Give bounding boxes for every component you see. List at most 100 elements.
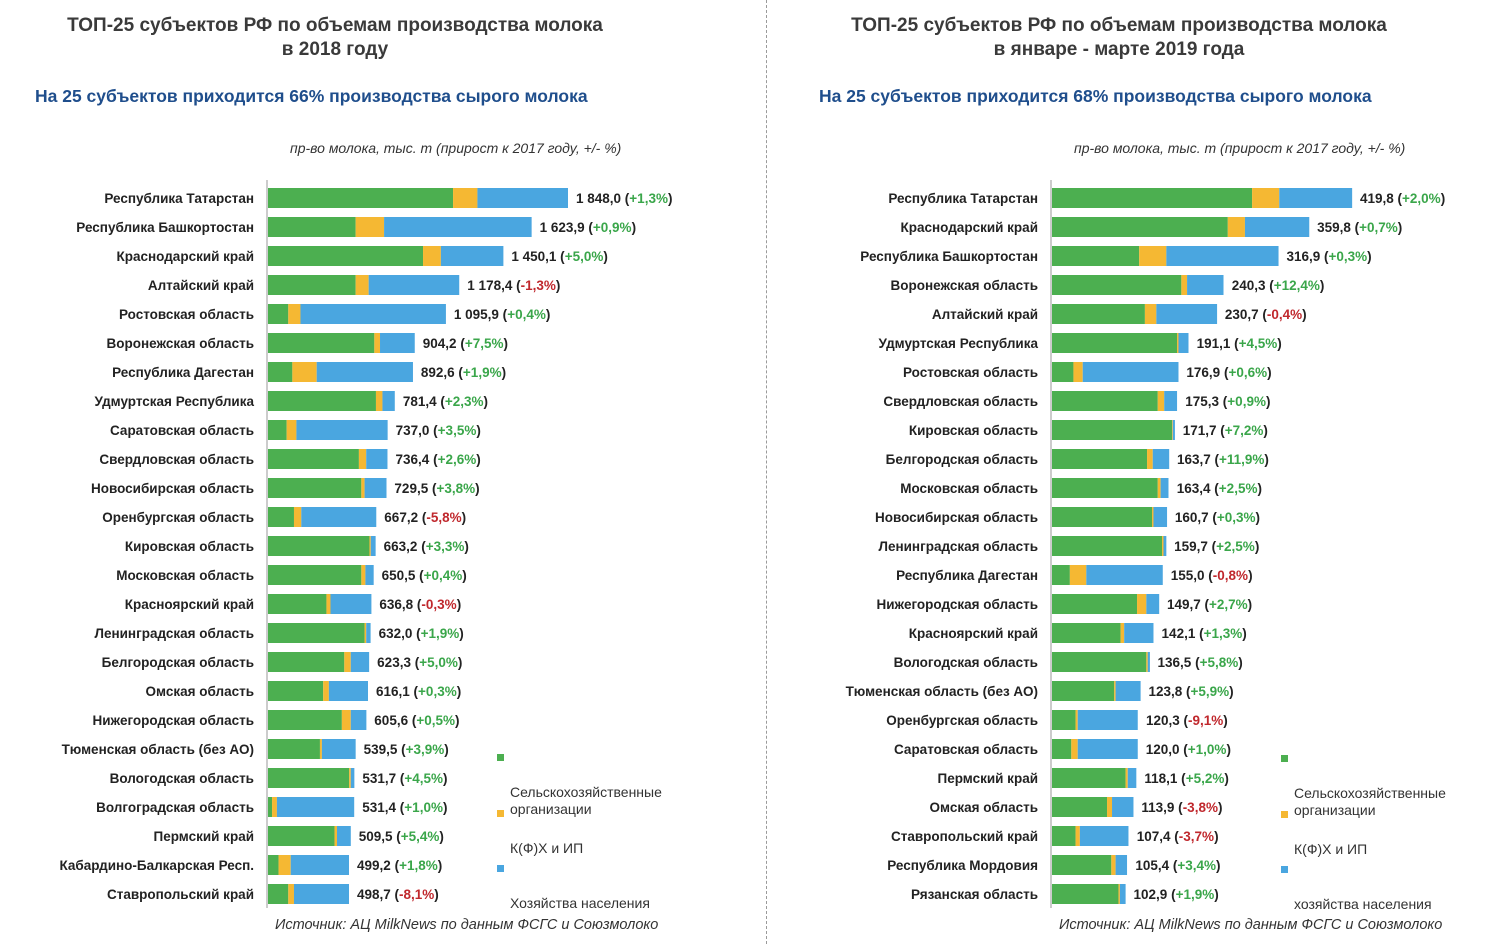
bar-segment-farm <box>1069 565 1087 585</box>
bar-row: Краснодарский край 1 450,1 (+5,0%) <box>117 246 608 266</box>
chart-title: ТОП-25 субъектов РФ по объемам производс… <box>67 15 603 60</box>
bar-segment-farm <box>1125 768 1128 788</box>
value-label: 636,8 (-0,3%) <box>379 597 461 612</box>
bar-row: Удмуртская Республика 781,4 (+2,3%) <box>95 391 488 411</box>
chart-subtitle: На 25 субъектов приходится 68% производс… <box>819 86 1372 106</box>
region-label: Свердловская область <box>883 394 1038 409</box>
bar-row: Саратовская область 120,0 (+1,0%) <box>894 739 1231 759</box>
value-label: 650,5 (+0,4%) <box>382 568 467 583</box>
region-label: Оренбургская область <box>102 510 254 525</box>
legend-label-house: Хозяйства населения <box>510 895 650 911</box>
region-label: Омская область <box>146 684 254 699</box>
bar-row: Ростовская область 176,9 (+0,6%) <box>903 362 1272 382</box>
bar-segment-farm <box>1157 478 1161 498</box>
bar-row: Омская область 113,9 (-3,8%) <box>930 797 1222 817</box>
region-label: Тюменская область (без АО) <box>846 684 1038 699</box>
region-label: Новосибирская область <box>875 510 1038 525</box>
bar-row: Рязанская область 102,9 (+1,9%) <box>911 884 1219 904</box>
bar-row: Красноярский край 142,1 (+1,3%) <box>909 623 1247 643</box>
value-label: 499,2 (+1,8%) <box>357 858 442 873</box>
bar-segment-house <box>328 681 368 701</box>
bar-segment-house <box>293 884 350 904</box>
bar-segment-agri <box>1052 188 1253 208</box>
bar-segment-farm <box>1147 449 1153 469</box>
region-label: Пермский край <box>937 771 1038 786</box>
region-label: Новосибирская область <box>91 481 254 496</box>
source-note: Источник: АЦ MilkNews по данным ФСГС и С… <box>275 917 659 933</box>
chart-title: ТОП-25 субъектов РФ по объемам производс… <box>851 15 1387 60</box>
legend-swatch-agri <box>1281 755 1288 762</box>
bar-segment-house <box>336 826 351 846</box>
value-label: 1 095,9 (+0,4%) <box>454 307 550 322</box>
region-label: Кировская область <box>125 539 254 554</box>
bar-segment-agri <box>268 652 345 672</box>
bar-segment-house <box>1279 188 1353 208</box>
bar-row: Ставропольский край 498,7 (-8,1%) <box>107 884 439 904</box>
bar-segment-house <box>350 652 370 672</box>
bar-row: Республика Татарстан 419,8 (+2,0%) <box>888 188 1445 208</box>
value-label: 623,3 (+5,0%) <box>377 655 462 670</box>
legend-label-agri: Сельскохозяйственные организации <box>510 784 662 817</box>
bar-segment-agri <box>268 565 362 585</box>
bar-segment-farm <box>423 246 441 266</box>
bar-row: Московская область 163,4 (+2,5%) <box>900 478 1262 498</box>
bar-segment-agri <box>1052 333 1178 353</box>
bar-row: Воронежская область 240,3 (+12,4%) <box>890 275 1324 295</box>
value-label: 123,8 (+5,9%) <box>1148 684 1233 699</box>
bar-row: Волгоградская область 531,4 (+1,0%) <box>96 797 447 817</box>
bar-segment-farm <box>1075 826 1080 846</box>
value-label: 102,9 (+1,9%) <box>1134 887 1219 902</box>
region-label: Омская область <box>930 800 1038 815</box>
value-label: 120,3 (-9,1%) <box>1146 713 1228 728</box>
bar-segment-agri <box>1052 420 1173 440</box>
bar-segment-house <box>1166 246 1279 266</box>
bar-segment-agri <box>268 391 376 411</box>
bar-segment-farm <box>1252 188 1280 208</box>
region-label: Краснодарский край <box>901 220 1038 235</box>
value-label: 142,1 (+1,3%) <box>1162 626 1247 641</box>
region-label: Белгородская область <box>102 655 254 670</box>
region-label: Алтайский край <box>932 307 1038 322</box>
region-label: Белгородская область <box>886 452 1038 467</box>
bar-segment-agri <box>268 362 293 382</box>
bar-segment-farm <box>375 391 383 411</box>
bar-row: Ленинградская область 159,7 (+2,5%) <box>878 536 1259 556</box>
bar-segment-house <box>368 275 460 295</box>
bar-segment-farm <box>1139 246 1167 266</box>
bar-row: Тюменская область (без АО) 123,8 (+5,9%) <box>846 681 1234 701</box>
bar-segment-farm <box>349 768 351 788</box>
bar-segment-house <box>366 623 371 643</box>
value-label: 118,1 (+5,2%) <box>1144 771 1228 786</box>
bar-row: Кировская область 171,7 (+7,2%) <box>909 420 1268 440</box>
region-label: Удмуртская Республика <box>879 336 1039 351</box>
bar-segment-house <box>1164 391 1178 411</box>
region-label: Ленинградская область <box>94 626 254 641</box>
region-label: Тюменская область (без АО) <box>62 742 254 757</box>
panel-divider <box>766 0 767 944</box>
bar-segment-house <box>1077 710 1138 730</box>
bar-chart-2019-q1: Республика Татарстан 419,8 (+2,0%) Краснод… <box>846 180 1445 908</box>
bar-segment-house <box>1160 478 1169 498</box>
bar-segment-farm <box>364 623 367 643</box>
value-label: 539,5 (+3,9%) <box>364 742 449 757</box>
region-label: Краснодарский край <box>117 249 254 264</box>
bar-segment-house <box>1079 826 1129 846</box>
bar-segment-agri <box>1052 449 1148 469</box>
value-label: 729,5 (+3,8%) <box>394 481 479 496</box>
bar-segment-farm <box>286 420 297 440</box>
legend-item-house: хозяйства населения <box>1281 862 1432 913</box>
bar-segment-agri <box>1052 623 1121 643</box>
region-label: Вологодская область <box>110 771 254 786</box>
bar-row: Пермский край 118,1 (+5,2%) <box>937 768 1229 788</box>
value-label: 892,6 (+1,9%) <box>421 365 506 380</box>
legend-label-farm: К(Ф)Х и ИП <box>1294 841 1368 857</box>
bar-row: Белгородская область 623,3 (+5,0%) <box>102 652 462 672</box>
value-label: 316,9 (+0,3%) <box>1286 249 1371 264</box>
bar-segment-house <box>1115 681 1141 701</box>
bar-segment-house <box>321 739 356 759</box>
bar-segment-agri <box>1052 391 1158 411</box>
bar-row: Нижегородская область 149,7 (+2,7%) <box>877 594 1252 614</box>
bar-segment-farm <box>1172 420 1173 440</box>
value-label: 191,1 (+4,5%) <box>1197 336 1282 351</box>
region-label: Республика Татарстан <box>888 191 1038 206</box>
